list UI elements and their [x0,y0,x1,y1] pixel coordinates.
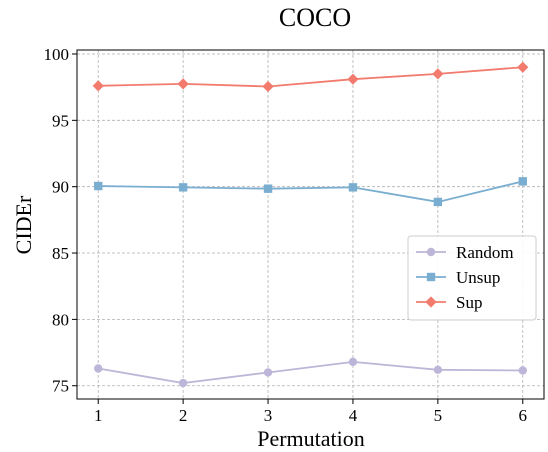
legend-marker-unsup [426,272,436,282]
chart-title: COCO [279,3,351,32]
plot-frame [76,49,545,400]
x-tick-label: 5 [434,406,443,425]
series-line-random [98,360,523,384]
legend-label-random: Random [456,243,514,262]
y-axis-ticks: 75 80 85 90 95 100 [44,45,77,396]
series-unsup [94,177,527,207]
x-tick-label: 1 [94,406,103,425]
series-sup [92,61,529,93]
x-axis-ticks: 1 2 3 4 5 6 [94,399,527,425]
series-random [94,357,527,388]
x-tick-label: 6 [519,406,528,425]
data-point-random [178,378,188,388]
x-tick-label: 3 [264,406,273,425]
x-axis-label: Permutation [257,426,365,451]
y-tick-label: 95 [52,111,69,130]
data-point-random [263,368,273,377]
data-point-unsup [94,181,103,191]
data-point-random [348,357,358,367]
data-point-unsup [178,183,188,192]
data-point-unsup [518,177,527,186]
y-tick-label: 100 [44,45,70,64]
series-line-sup [98,66,523,88]
x-tick-label: 2 [179,406,188,425]
data-point-unsup [263,184,273,193]
x-tick-label: 4 [349,406,358,425]
data-point-random [518,366,527,375]
y-tick-label: 90 [52,178,69,197]
data-point-random [433,365,443,375]
y-tick-label: 75 [52,377,69,396]
data-point-sup [262,80,274,93]
data-point-random [94,364,103,373]
legend-label-sup: Sup [456,293,482,312]
y-axis-label: CIDEr [11,195,36,254]
data-point-sup [92,80,104,92]
plot-series [92,61,529,388]
legend-box [407,235,537,321]
legend-marker-random [426,247,436,257]
data-point-sup [432,68,444,80]
legend-label-unsup: Unsup [456,268,500,287]
series-line-unsup [98,180,523,203]
legend-marker-sup [425,296,437,308]
data-point-sup [517,61,529,73]
data-point-unsup [433,197,443,207]
data-point-sup [347,73,359,85]
data-point-sup [177,78,189,90]
grid [77,50,544,399]
legend: Random Unsup Sup [407,235,537,321]
y-tick-label: 80 [52,310,69,329]
data-point-unsup [348,183,358,192]
y-tick-label: 85 [52,244,69,263]
